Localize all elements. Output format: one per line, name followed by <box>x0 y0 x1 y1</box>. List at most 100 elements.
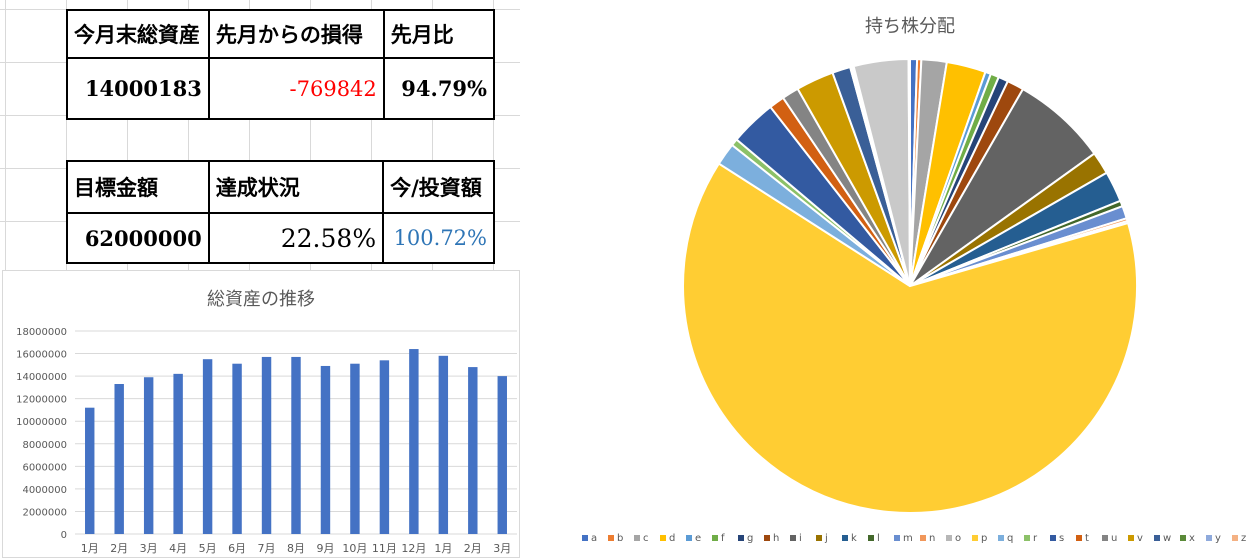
legend-label: t <box>1085 533 1089 544</box>
legend-swatch <box>738 535 744 541</box>
legend-swatch <box>1232 535 1238 541</box>
legend-label: y <box>1215 533 1221 544</box>
legend-swatch <box>764 535 770 541</box>
legend-label: r <box>1033 533 1038 544</box>
pie-slice-p[interactable] <box>682 162 1138 514</box>
legend-swatch <box>1102 535 1108 541</box>
legend-label: o <box>955 533 961 544</box>
y-tick-label: 0 <box>61 530 67 541</box>
legend-label: k <box>851 533 857 544</box>
x-tick-label: 1月 <box>434 542 452 555</box>
value-month-ratio[interactable]: 94.79% <box>382 57 496 120</box>
header-target-amount[interactable]: 目標金額 <box>66 160 210 214</box>
bar[interactable] <box>232 363 242 534</box>
x-tick-label: 12月 <box>401 542 426 555</box>
legend-swatch <box>712 535 718 541</box>
legend-label: u <box>1111 533 1117 544</box>
y-tick-label: 8000000 <box>22 440 67 451</box>
value-invest-ratio[interactable]: 100.72% <box>382 212 495 264</box>
legend-swatch <box>1050 535 1056 541</box>
y-tick-label: 14000000 <box>16 372 67 383</box>
bar[interactable] <box>497 376 507 534</box>
bar-chart-title: 総資産の推移 <box>207 289 315 310</box>
legend-swatch <box>634 535 640 541</box>
bar[interactable] <box>202 359 213 534</box>
header-month-ratio[interactable]: 先月比 <box>382 9 496 59</box>
pie-slice-ab[interactable] <box>907 57 911 287</box>
x-tick-label: 1月 <box>81 542 99 555</box>
legend-label: j <box>824 533 828 544</box>
legend-label: b <box>617 533 623 544</box>
legend-label: n <box>929 533 935 544</box>
legend-label: f <box>721 533 725 544</box>
legend-label: i <box>799 533 802 544</box>
bar[interactable] <box>173 373 183 534</box>
bar[interactable] <box>379 360 390 534</box>
bar[interactable] <box>85 407 95 534</box>
bar[interactable] <box>114 384 124 534</box>
header-invest-ratio[interactable]: 今/投資額 <box>382 160 495 214</box>
x-tick-label: 4月 <box>169 542 187 555</box>
bar[interactable] <box>291 356 301 534</box>
x-tick-label: 9月 <box>316 542 334 555</box>
legend-swatch <box>1024 535 1030 541</box>
legend-swatch <box>842 535 848 541</box>
value-target-amount[interactable]: 62000000 <box>66 212 210 264</box>
legend-label: m <box>903 533 913 544</box>
bar[interactable] <box>468 367 478 534</box>
legend-swatch <box>816 535 822 541</box>
bar[interactable] <box>143 377 154 534</box>
value-monthly-change[interactable]: -769842 <box>207 57 385 120</box>
bar[interactable] <box>350 363 360 534</box>
y-tick-label: 12000000 <box>16 395 67 406</box>
legend-label: e <box>695 533 701 544</box>
legend-swatch <box>1128 535 1134 541</box>
bar[interactable] <box>320 365 331 534</box>
y-tick-label: 18000000 <box>16 327 67 338</box>
legend-label: x <box>1189 533 1195 544</box>
x-tick-label: 10月 <box>342 542 367 555</box>
legend-label: s <box>1059 533 1064 544</box>
legend-swatch <box>1154 535 1160 541</box>
x-tick-label: 11月 <box>372 542 397 555</box>
header-monthly-change[interactable]: 先月からの損得 <box>207 9 385 59</box>
legend-swatch <box>946 535 952 541</box>
bar[interactable] <box>261 356 272 534</box>
legend-label: w <box>1163 533 1171 544</box>
value-achievement[interactable]: 22.58% <box>207 212 385 264</box>
x-tick-label: 3月 <box>493 542 511 555</box>
x-tick-label: 2月 <box>110 542 128 555</box>
legend-swatch <box>608 535 614 541</box>
legend-label: h <box>773 533 779 544</box>
pie-chart-canvas[interactable]: abcdefghijklmnopqrstuvwxyzaaab <box>520 0 1257 558</box>
x-tick-label: 8月 <box>287 542 305 555</box>
header-achievement[interactable]: 達成状況 <box>207 160 385 214</box>
x-tick-label: 2月 <box>464 542 482 555</box>
bar[interactable] <box>438 355 449 534</box>
y-tick-label: 10000000 <box>16 417 67 428</box>
bar[interactable] <box>409 349 419 534</box>
y-tick-label: 16000000 <box>16 350 67 361</box>
pie-chart-title: 持ち株分配 <box>865 16 955 37</box>
y-tick-label: 2000000 <box>22 507 67 518</box>
legend-label: a <box>591 533 597 544</box>
legend-label: c <box>643 533 649 544</box>
total-assets-chart[interactable]: 総資産の推移 0 2000000 4000000 6000000 8000000 1000… <box>2 270 520 558</box>
legend-swatch <box>686 535 692 541</box>
y-tick-label: 6000000 <box>22 462 67 473</box>
x-tick-label: 7月 <box>258 542 276 555</box>
value-total-assets[interactable]: 14000183 <box>66 57 210 120</box>
legend-label: z <box>1241 533 1246 544</box>
legend-swatch <box>894 535 900 541</box>
legend-label: v <box>1137 533 1143 544</box>
legend-swatch <box>660 535 666 541</box>
x-tick-label: 3月 <box>140 542 158 555</box>
legend-swatch <box>790 535 796 541</box>
legend-swatch <box>920 535 926 541</box>
x-tick-label: 5月 <box>199 542 217 555</box>
bar-chart-canvas: 0 2000000 4000000 6000000 8000000 10000000 120… <box>16 327 517 555</box>
legend-swatch <box>1076 535 1082 541</box>
x-tick-label: 6月 <box>228 542 246 555</box>
header-total-assets[interactable]: 今月末総資産 <box>66 9 210 59</box>
legend-label: l <box>877 533 880 544</box>
